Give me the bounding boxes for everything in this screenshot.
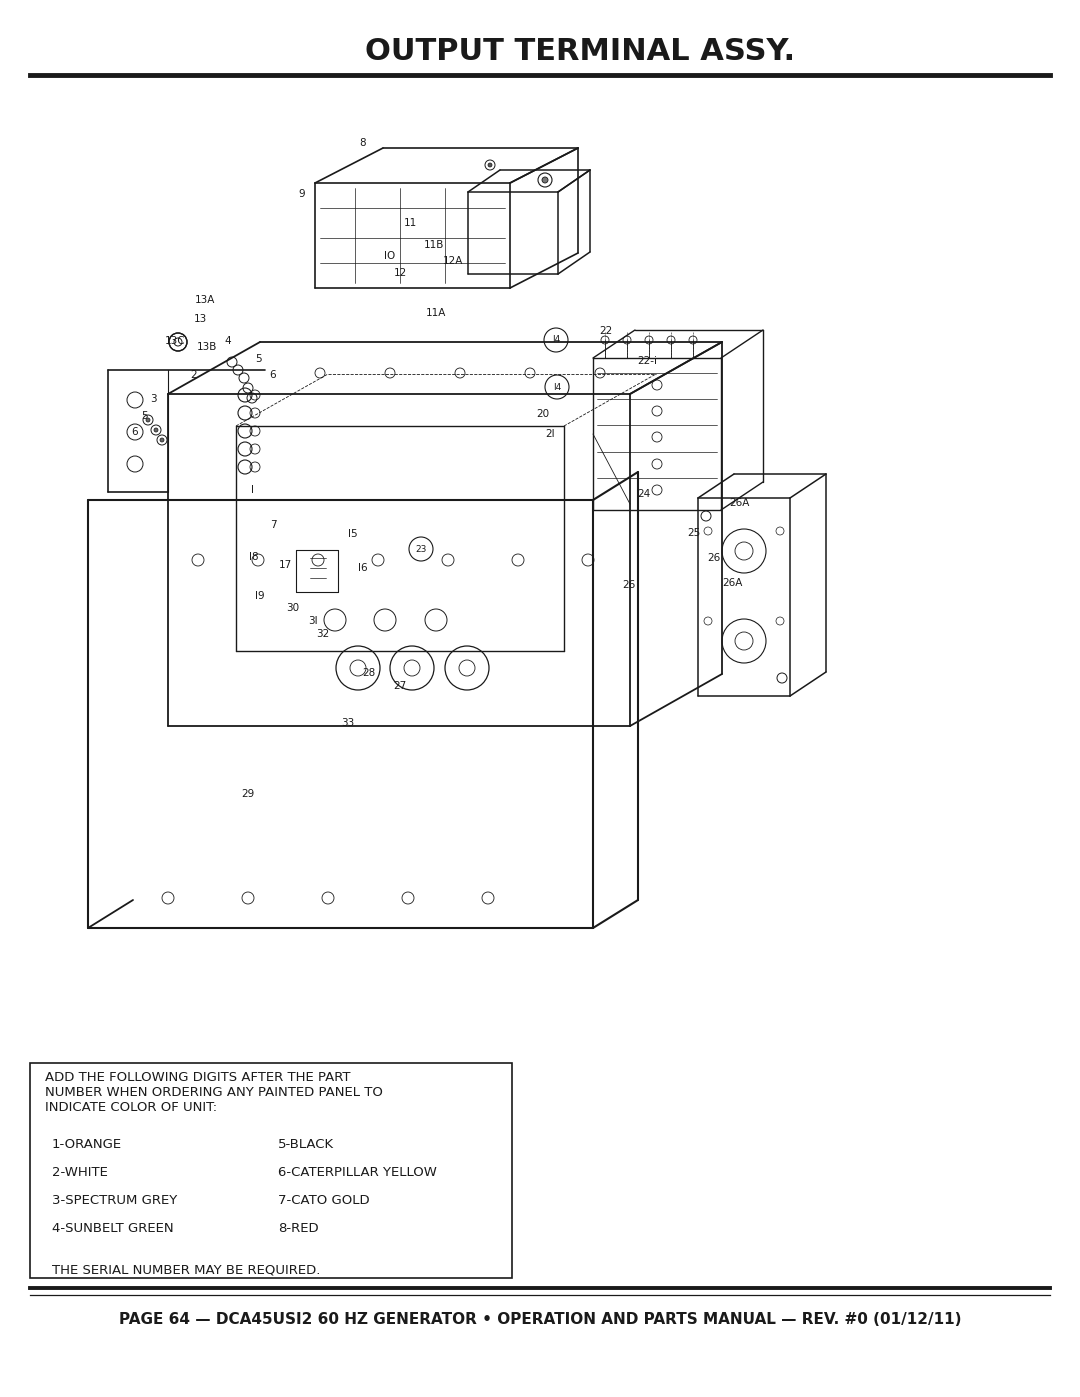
Text: 13A: 13A xyxy=(194,295,215,305)
Text: 13B: 13B xyxy=(197,342,217,352)
Text: 27: 27 xyxy=(393,680,407,692)
Text: 11A: 11A xyxy=(426,307,446,319)
Text: 20: 20 xyxy=(537,409,550,419)
Text: 9: 9 xyxy=(299,189,306,198)
Text: 7-CATO GOLD: 7-CATO GOLD xyxy=(278,1194,369,1207)
Text: I8: I8 xyxy=(249,552,259,562)
Text: 2I: 2I xyxy=(545,429,555,439)
Text: 3I: 3I xyxy=(308,616,318,626)
Text: 13C: 13C xyxy=(164,337,186,346)
Text: 28: 28 xyxy=(363,668,376,678)
Text: OUTPUT TERMINAL ASSY.: OUTPUT TERMINAL ASSY. xyxy=(365,38,795,67)
Text: 5: 5 xyxy=(140,411,147,420)
FancyBboxPatch shape xyxy=(30,1063,512,1278)
Text: 11: 11 xyxy=(403,218,417,228)
Text: 5-BLACK: 5-BLACK xyxy=(278,1139,334,1151)
Text: 2: 2 xyxy=(191,370,198,380)
Text: I4: I4 xyxy=(552,335,561,345)
Circle shape xyxy=(160,439,164,441)
Circle shape xyxy=(488,163,492,168)
Text: 2-WHITE: 2-WHITE xyxy=(52,1166,108,1179)
Text: 22: 22 xyxy=(599,326,612,337)
Text: 30: 30 xyxy=(286,604,299,613)
Text: I6: I6 xyxy=(359,563,368,573)
Text: 26A: 26A xyxy=(729,497,750,509)
Text: 11B: 11B xyxy=(423,240,444,250)
Text: 4: 4 xyxy=(225,337,231,346)
Text: IO: IO xyxy=(384,251,395,261)
Text: 23: 23 xyxy=(416,545,427,553)
Circle shape xyxy=(542,177,548,183)
Text: 4-SUNBELT GREEN: 4-SUNBELT GREEN xyxy=(52,1222,174,1235)
Text: 1-ORANGE: 1-ORANGE xyxy=(52,1139,122,1151)
Text: 7: 7 xyxy=(270,520,276,529)
Text: 32: 32 xyxy=(316,629,329,638)
Text: 26A: 26A xyxy=(721,578,742,588)
Text: I5: I5 xyxy=(348,529,357,539)
Text: 24: 24 xyxy=(637,489,650,499)
Text: I4: I4 xyxy=(553,383,562,391)
Text: 22-i: 22-i xyxy=(637,356,657,366)
Text: 29: 29 xyxy=(241,789,255,799)
Text: 26: 26 xyxy=(622,580,636,590)
Text: 12A: 12A xyxy=(443,256,463,265)
Text: 5: 5 xyxy=(256,353,262,365)
Circle shape xyxy=(154,427,158,432)
Text: 13: 13 xyxy=(193,314,206,324)
Circle shape xyxy=(146,418,150,422)
Text: 12: 12 xyxy=(393,268,407,278)
Text: PAGE 64 — DCA45USI2 60 HZ GENERATOR • OPERATION AND PARTS MANUAL — REV. #0 (01/1: PAGE 64 — DCA45USI2 60 HZ GENERATOR • OP… xyxy=(119,1313,961,1327)
Text: 25: 25 xyxy=(687,528,701,538)
Text: 33: 33 xyxy=(341,718,354,728)
Text: ADD THE FOLLOWING DIGITS AFTER THE PART
NUMBER WHEN ORDERING ANY PAINTED PANEL T: ADD THE FOLLOWING DIGITS AFTER THE PART … xyxy=(45,1071,383,1113)
Text: 26: 26 xyxy=(707,553,720,563)
Text: 8: 8 xyxy=(360,138,366,148)
Text: 6: 6 xyxy=(132,427,138,437)
Text: 6: 6 xyxy=(270,370,276,380)
Text: 6-CATERPILLAR YELLOW: 6-CATERPILLAR YELLOW xyxy=(278,1166,437,1179)
Text: 8-RED: 8-RED xyxy=(278,1222,319,1235)
Text: 17: 17 xyxy=(279,560,292,570)
Text: 3: 3 xyxy=(150,394,157,404)
Text: THE SERIAL NUMBER MAY BE REQUIRED.: THE SERIAL NUMBER MAY BE REQUIRED. xyxy=(52,1263,321,1277)
Text: I: I xyxy=(251,485,254,495)
Text: 3-SPECTRUM GREY: 3-SPECTRUM GREY xyxy=(52,1194,177,1207)
Text: I9: I9 xyxy=(255,591,265,601)
